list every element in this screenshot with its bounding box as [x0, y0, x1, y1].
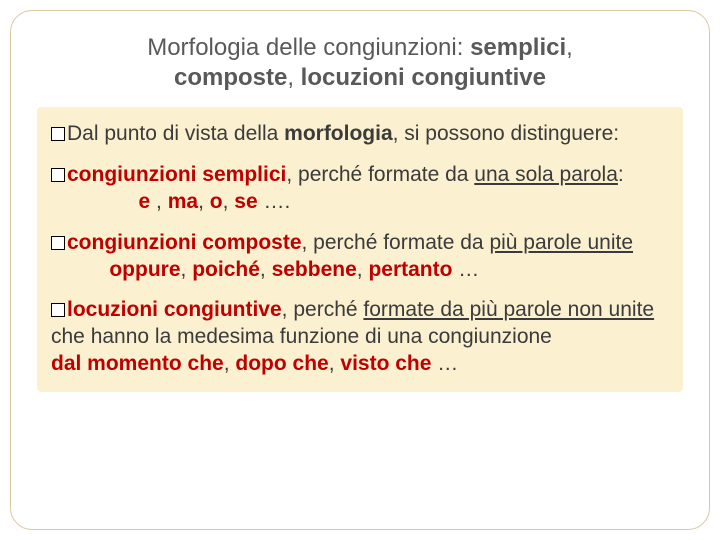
semplici-text-b: , perché formate da: [286, 163, 474, 186]
intro-text-c: , si possono distinguere:: [393, 122, 619, 145]
tail: …: [431, 352, 458, 375]
title-bold-locuzioni: locuzioni congiuntive: [301, 64, 546, 91]
composte-text-b: , perché formate da: [302, 231, 490, 254]
slide-frame: Morfologia delle congiunzioni: semplici,…: [10, 10, 710, 530]
sep: ,: [260, 258, 272, 281]
ex-sebbene: sebbene: [272, 258, 357, 281]
term-composte: congiunzioni composte: [67, 231, 302, 254]
semplici-underline: una sola parola: [474, 163, 618, 186]
ex-e: e: [139, 190, 151, 213]
bullet-icon: [51, 168, 65, 182]
sep: ,: [357, 258, 369, 281]
ex-dal-momento-che: dal momento che: [51, 352, 224, 375]
ex-pertanto: pertanto: [368, 258, 452, 281]
title-sep-2: ,: [287, 64, 300, 91]
locuzioni-text-d: che hanno la medesima funzione di una co…: [51, 325, 552, 348]
para-intro: Dal punto di vista della morfologia, si …: [51, 121, 667, 148]
bullet-icon: [51, 236, 65, 250]
bullet-icon: [51, 127, 65, 141]
sep: ,: [224, 352, 236, 375]
ex-dopo-che: dopo che: [235, 352, 328, 375]
title-sep-1: ,: [566, 34, 573, 61]
tail: …: [452, 258, 479, 281]
content-panel: Dal punto di vista della morfologia, si …: [37, 107, 683, 392]
sep: ,: [223, 190, 235, 213]
ex-poiche: poiché: [192, 258, 260, 281]
slide-title: Morfologia delle congiunzioni: semplici,…: [37, 33, 683, 93]
title-bold-semplici: semplici: [470, 34, 566, 61]
ex-oppure: oppure: [109, 258, 180, 281]
ex-ma: ma: [168, 190, 198, 213]
sep: ,: [181, 258, 193, 281]
intro-bold-morfologia: morfologia: [284, 122, 393, 145]
term-locuzioni: locuzioni congiuntive: [67, 298, 282, 321]
title-text-1: Morfologia delle congiunzioni:: [147, 34, 470, 61]
ex-o: o: [210, 190, 223, 213]
para-locuzioni: locuzioni congiuntive, perché formate da…: [51, 297, 667, 378]
sep: ,: [198, 190, 210, 213]
locuzioni-underline: formate da più parole non unite: [363, 298, 654, 321]
intro-text-a: Dal punto di vista della: [67, 122, 284, 145]
ex-visto-che: visto che: [340, 352, 431, 375]
para-composte: congiunzioni composte, perché formate da…: [51, 230, 667, 284]
title-bold-composte: composte: [174, 64, 287, 91]
ex-se: se: [234, 190, 257, 213]
sep: ,: [150, 190, 168, 213]
semplici-colon: :: [618, 163, 624, 186]
para-semplici: congiunzioni semplici, perché formate da…: [51, 162, 667, 216]
sep: ,: [329, 352, 341, 375]
locuzioni-text-b: , perché: [282, 298, 364, 321]
composte-underline: più parole unite: [489, 231, 633, 254]
bullet-icon: [51, 303, 65, 317]
tail: ….: [258, 190, 291, 213]
term-semplici: congiunzioni semplici: [67, 163, 286, 186]
